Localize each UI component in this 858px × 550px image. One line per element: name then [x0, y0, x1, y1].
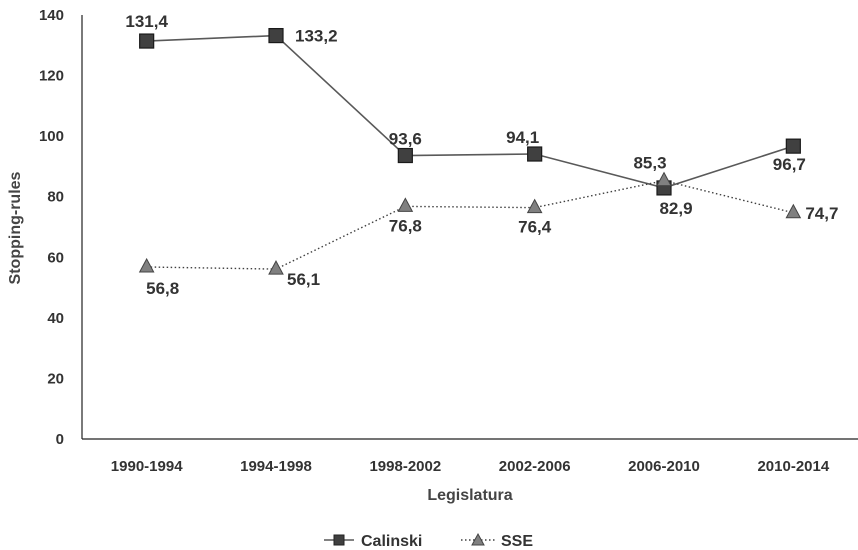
legend-triangle-icon — [471, 532, 485, 546]
data-label-sse: 76,4 — [518, 218, 552, 237]
legend-label-sse: SSE — [501, 533, 533, 550]
data-point-calinski — [139, 33, 155, 49]
y-axis-title: Stopping-rules — [7, 171, 24, 284]
legend-item-calinski: Calinski — [324, 533, 422, 550]
data-point-sse — [526, 198, 543, 214]
data-point-calinski — [785, 138, 801, 154]
data-point-calinski — [527, 146, 543, 162]
legend-item-sse: SSE — [461, 532, 533, 550]
data-label-calinski: 131,4 — [125, 12, 168, 31]
legend-label-calinski: Calinski — [361, 533, 422, 550]
data-label-sse: 74,7 — [805, 204, 838, 223]
x-axis-title: Legislatura — [427, 487, 512, 504]
y-tick-label: 120 — [39, 68, 64, 85]
x-tick-label: 1994-1998 — [240, 458, 312, 475]
data-label-calinski: 82,9 — [659, 199, 692, 218]
y-tick-label: 0 — [56, 431, 64, 448]
y-tick-label: 20 — [47, 370, 64, 387]
x-tick-label: 2010-2014 — [757, 458, 829, 475]
data-label-calinski: 93,6 — [389, 130, 422, 149]
y-tick-label: 40 — [47, 310, 64, 327]
data-label-calinski: 133,2 — [295, 27, 338, 46]
legend: Calinski SSE — [324, 532, 533, 550]
data-label-sse: 56,1 — [287, 270, 320, 289]
x-tick-label: 1998-2002 — [369, 458, 441, 475]
series-line-sse — [146, 179, 794, 270]
data-point-sse — [138, 257, 155, 273]
axes: 0 20 40 60 80 100 120 140 1990-1994 1994-1998 1998… — [39, 7, 858, 475]
data-point-calinski — [268, 27, 284, 44]
series-lines — [146, 34, 794, 270]
x-tick-label: 1990-1994 — [111, 458, 183, 475]
data-labels: 131,4 133,2 93,6 94,1 82,9 96,7 56,8 56,1 76,8 76… — [125, 12, 838, 298]
data-label-sse: 76,8 — [389, 216, 422, 235]
data-label-calinski: 96,7 — [773, 155, 806, 174]
data-label-sse: 56,8 — [146, 279, 179, 298]
series-line-calinski — [146, 34, 794, 189]
legend-square-icon — [333, 534, 345, 546]
y-tick-label: 60 — [47, 249, 64, 266]
series-markers — [138, 27, 802, 275]
x-tick-label: 2006-2010 — [628, 458, 700, 475]
y-tick-label: 100 — [39, 128, 64, 145]
data-point-sse — [268, 260, 284, 275]
data-point-sse — [785, 203, 802, 219]
data-point-calinski — [397, 147, 413, 164]
y-tick-label: 80 — [47, 189, 64, 206]
data-point-sse — [397, 197, 414, 212]
data-label-calinski: 94,1 — [506, 128, 539, 147]
data-label-sse: 85,3 — [633, 154, 666, 173]
x-tick-label: 2002-2006 — [499, 458, 571, 475]
data-point-sse — [656, 171, 672, 187]
y-tick-label: 140 — [39, 7, 64, 24]
